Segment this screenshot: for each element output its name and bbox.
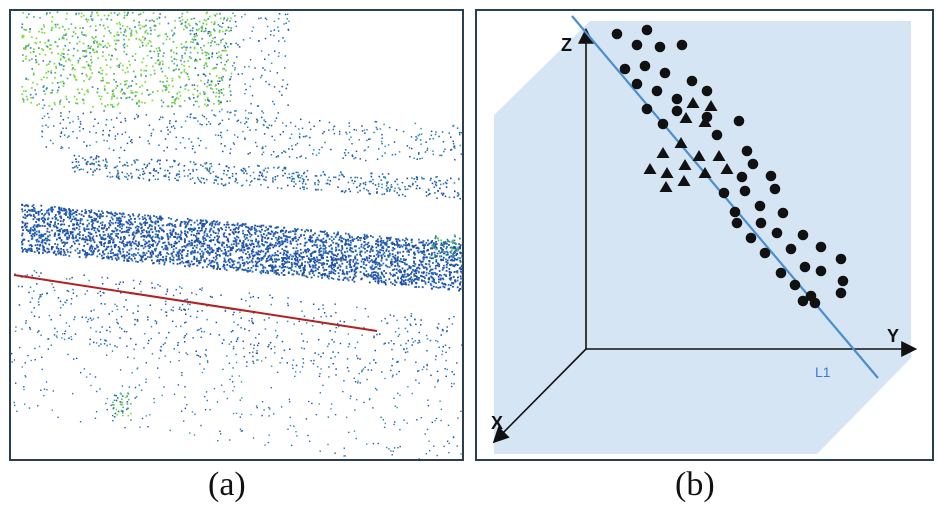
triangle-marker — [677, 175, 691, 186]
circle-marker — [686, 75, 698, 87]
circle-marker — [733, 115, 745, 127]
circle-marker — [657, 118, 669, 130]
circle-marker — [671, 105, 683, 117]
circle-marker — [815, 241, 827, 253]
point-cloud-panel — [9, 9, 464, 461]
x-axis — [492, 348, 587, 444]
circle-marker — [739, 185, 751, 197]
triangle-marker — [659, 181, 673, 192]
circle-marker — [799, 261, 811, 273]
circle-marker — [731, 217, 743, 229]
circle-marker — [745, 232, 757, 244]
circle-marker — [747, 158, 759, 170]
circle-marker — [797, 229, 809, 241]
axes-diagram: Z Y X L1 — [491, 15, 918, 454]
circle-marker — [631, 39, 643, 51]
circle-marker — [659, 67, 671, 79]
triangle-marker — [720, 163, 734, 174]
circle-marker — [837, 275, 849, 287]
circle-marker — [769, 183, 781, 195]
circle-marker — [775, 267, 787, 279]
circle-marker — [835, 287, 847, 299]
caption-a: (a) — [208, 466, 246, 503]
circle-marker — [797, 295, 809, 307]
diagram-panel: Z Y X L1 — [475, 9, 934, 461]
plane — [494, 21, 911, 454]
circle-marker — [789, 279, 801, 291]
circle-marker — [711, 129, 723, 141]
triangle-marker — [686, 97, 700, 108]
triangle-marker — [698, 116, 712, 127]
triangle-marker — [698, 167, 712, 178]
circle-marker — [611, 28, 623, 40]
reference-line — [13, 274, 378, 332]
line-l1-label: L1 — [815, 364, 831, 380]
circle-marker — [651, 85, 663, 97]
circle-marker — [754, 200, 766, 212]
point-cloud-plot — [11, 11, 462, 459]
circle-marker — [835, 253, 847, 265]
triangle-marker — [660, 167, 674, 178]
circle-marker — [741, 145, 753, 157]
circle-marker — [718, 187, 730, 199]
circle-marker — [654, 41, 666, 53]
triangle-marker — [674, 137, 688, 148]
triangle-marker — [704, 100, 718, 111]
circle-marker — [701, 85, 713, 97]
circle-marker — [631, 78, 643, 90]
triangle-marker — [643, 163, 657, 174]
triangle-marker — [692, 150, 706, 161]
triangle-marker — [679, 112, 693, 123]
x-axis-label: X — [491, 413, 503, 433]
y-axis-label: Y — [887, 326, 899, 346]
triangle-marker — [712, 150, 726, 161]
circle-marker — [815, 265, 827, 277]
z-axis-label: Z — [561, 35, 572, 55]
circle-marker — [805, 290, 817, 302]
circle-marker — [736, 171, 748, 183]
point-cloud-points — [11, 11, 462, 459]
circle-marker — [676, 39, 688, 51]
circle-marker — [619, 63, 631, 75]
triangle-marker — [656, 147, 670, 158]
circle-marker — [671, 93, 683, 105]
circle-marker — [729, 206, 741, 218]
circle-marker — [755, 217, 767, 229]
circle-marker — [639, 60, 651, 72]
caption-b: (b) — [675, 466, 715, 503]
circle-marker — [759, 247, 771, 259]
circle-marker — [785, 243, 797, 255]
circle-marker — [641, 24, 653, 36]
triangle-marker — [678, 159, 692, 170]
circle-marker — [771, 227, 783, 239]
circle-marker — [641, 103, 653, 115]
circle-marker — [777, 207, 789, 219]
circle-marker — [765, 170, 777, 182]
